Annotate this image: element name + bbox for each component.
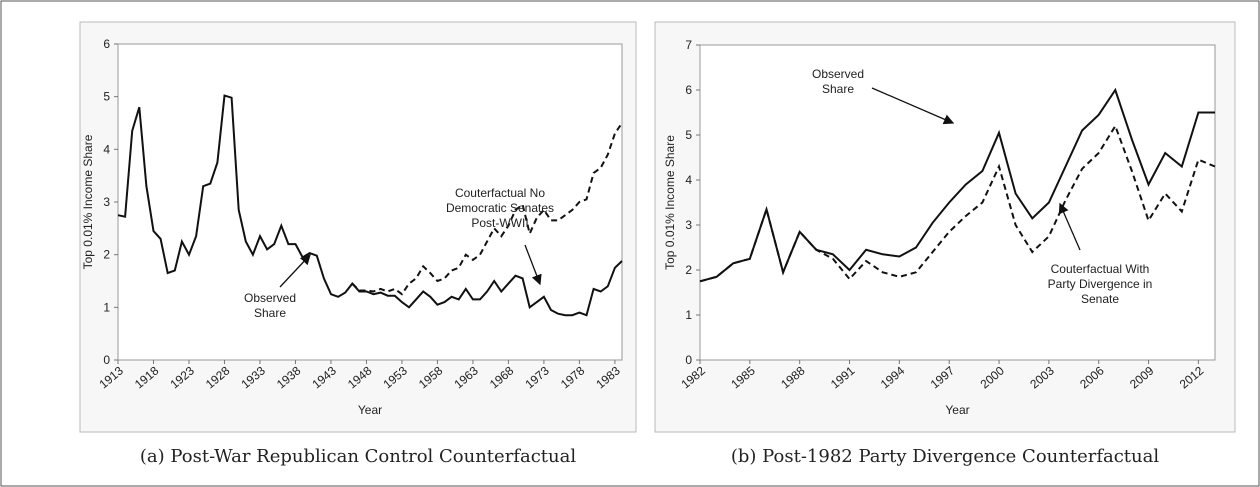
y-tick-label: 1	[103, 300, 110, 314]
annotation: Post-WWII	[471, 216, 528, 230]
annotation: Share	[254, 306, 286, 320]
caption: (b) Post-1982 Party Divergence Counterfa…	[731, 446, 1160, 467]
annotation-arrow	[279, 254, 311, 288]
y-tick-label: 0	[685, 353, 692, 367]
series-line	[117, 94, 623, 317]
y-tick-label: 5	[103, 90, 110, 104]
y-tick-label: 0	[103, 353, 110, 367]
annotation: Party Divergence in	[1048, 277, 1153, 291]
annotation: Senate	[1081, 292, 1119, 306]
annotation: Couterfactual No	[455, 186, 545, 200]
annotation-arrow	[1058, 202, 1081, 251]
x-axis-label: Year	[358, 403, 382, 417]
annotation: Democratic Senates	[446, 201, 554, 215]
y-tick-label: 7	[685, 38, 692, 52]
x-axis-label: Year	[945, 403, 969, 417]
y-tick-label: 5	[685, 128, 692, 142]
y-tick-label: 3	[685, 218, 692, 232]
plot-area	[117, 43, 623, 361]
y-tick-label: 2	[103, 248, 110, 262]
annotation: Share	[822, 82, 854, 96]
series-line	[351, 122, 623, 296]
y-tick-label: 3	[103, 195, 110, 209]
annotation: Couterfactual With	[1051, 262, 1150, 276]
series-line	[699, 123, 1216, 283]
plot-area	[699, 44, 1216, 361]
annotation: Observed	[244, 291, 296, 305]
y-tick-label: 6	[103, 37, 110, 51]
y-tick-label: 4	[103, 142, 110, 156]
annotation-arrow	[524, 244, 542, 286]
y-tick-label: 2	[685, 263, 692, 277]
caption: (a) Post-War Republican Control Counterf…	[140, 446, 576, 467]
annotation: Observed	[812, 67, 864, 81]
y-tick-label: 6	[685, 83, 692, 97]
y-tick-label: 4	[685, 173, 692, 187]
y-axis-label: Top 0.01% Income Share	[663, 135, 677, 270]
y-axis-label: Top 0.01% Income Share	[81, 134, 95, 269]
annotation-arrow	[871, 87, 955, 125]
y-tick-label: 1	[685, 308, 692, 322]
